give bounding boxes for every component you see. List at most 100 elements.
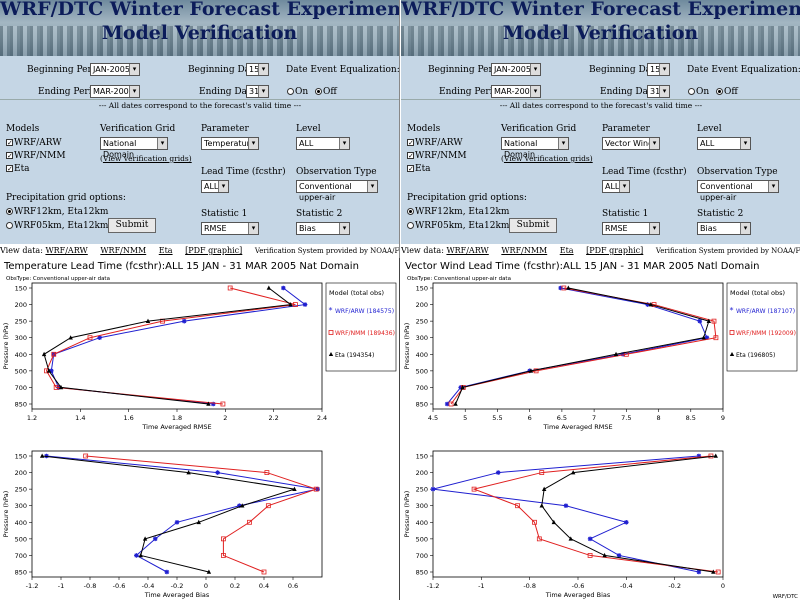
ending-day-select[interactable]: 31 ▾ [647, 85, 670, 98]
legend-title: Model (total obs) [730, 289, 785, 297]
view-data-link-eta[interactable]: Eta [559, 246, 574, 255]
view-data-bar: View data: WRF/ARW WRF/NMM Eta [PDF grap… [401, 244, 800, 258]
beginning-period-select[interactable]: JAN-2005 ▾ [491, 63, 541, 76]
x-tick-label: -0.6 [572, 582, 585, 590]
x-tick-label: 0 [204, 582, 208, 590]
lead-time-select[interactable]: ALL ▾ [602, 180, 630, 193]
view-data-link-wrf-nmm[interactable]: WRF/NMM [501, 246, 548, 255]
model-checkbox-wrf-arw[interactable]: ✓WRF/ARW [407, 138, 463, 148]
x-tick-label: 0.6 [288, 582, 298, 590]
stat1-select[interactable]: RMSE ▾ [201, 222, 259, 235]
precip-option-2-radio[interactable]: WRF05km, Eta12km [407, 221, 509, 231]
data-point [53, 385, 59, 390]
level-label: Level [697, 124, 722, 134]
data-point [532, 519, 537, 525]
y-tick-label: 300 [15, 334, 27, 342]
data-point [145, 318, 151, 323]
data-point [460, 385, 466, 390]
data-point [237, 503, 242, 509]
data-point [181, 318, 187, 324]
data-point [51, 351, 57, 357]
chevron-down-icon: ▾ [649, 223, 659, 234]
view-data-link-pdf[interactable]: [PDF graphic] [586, 246, 644, 255]
x-axis-label: Time Averaged RMSE [141, 423, 211, 431]
obs-type-select[interactable]: Conventional upper-air ▾ [296, 180, 378, 202]
precip-option-1-radio[interactable]: WRF12km, Eta12km [6, 207, 108, 217]
stat1-select[interactable]: RMSE ▾ [602, 222, 660, 235]
view-grids-link[interactable]: (View verification grids) [501, 154, 593, 163]
beginning-day-select[interactable]: 15 ▾ [647, 63, 670, 76]
model-checkbox-wrf-nmm[interactable]: ✓WRF/NMM [6, 151, 66, 161]
chevron-down-icon: ▾ [339, 223, 349, 234]
chevron-down-icon: ▾ [157, 138, 167, 149]
precip-option-1-radio[interactable]: WRF12km, Eta12km [407, 207, 509, 217]
y-tick-label: 850 [15, 401, 27, 409]
beginning-day-select[interactable]: 15 ▾ [246, 63, 269, 76]
beginning-day-label: Beginning Day: [589, 65, 660, 75]
data-point [302, 302, 308, 307]
x-tick-label: -1 [478, 582, 484, 590]
data-point [587, 536, 593, 542]
data-point [701, 335, 706, 340]
stat2-select[interactable]: Bias ▾ [296, 222, 350, 235]
parameter-select[interactable]: Vector Wind ▾ [602, 137, 660, 150]
date-eq-on-radio[interactable]: On [287, 87, 308, 97]
x-axis-label: Time Averaged RMSE [542, 423, 612, 431]
model-checkbox-eta[interactable]: ✓Eta [407, 164, 431, 174]
data-point [613, 351, 619, 357]
date-eq-off-radio[interactable]: Off [716, 87, 738, 97]
data-point [648, 302, 654, 307]
model-checkbox-wrf-nmm[interactable]: ✓WRF/NMM [407, 151, 467, 161]
data-point [68, 335, 73, 340]
model-checkbox-wrf-arw[interactable]: ✓WRF/ARW [6, 138, 62, 148]
verif-grid-select[interactable]: National Domain ▾ [501, 137, 569, 159]
data-point [448, 401, 454, 407]
obs-type-select[interactable]: Conventional upper-air ▾ [697, 180, 779, 202]
data-point [215, 470, 220, 475]
view-data-link-wrf-nmm[interactable]: WRF/NMM [100, 246, 147, 255]
view-grids-link[interactable]: (View verification grids) [100, 154, 192, 163]
ending-day-select[interactable]: 31 ▾ [246, 85, 269, 98]
precip-option-2-radio[interactable]: WRF05km, Eta12km [6, 221, 108, 231]
data-point [134, 553, 139, 558]
data-point [566, 285, 571, 290]
plot-frame [432, 282, 724, 410]
data-point [453, 401, 458, 406]
x-tick-label: 0.4 [259, 582, 269, 590]
data-point [539, 503, 544, 508]
data-point [541, 486, 547, 491]
level-label: Level [296, 124, 321, 134]
model-checkbox-eta[interactable]: ✓Eta [6, 164, 30, 174]
ending-period-select[interactable]: MAR-2005 ▾ [491, 85, 541, 98]
chart-subtitle: ObsType: Conventional upper-air data [407, 276, 511, 282]
view-data-link-pdf[interactable]: [PDF graphic] [185, 246, 243, 255]
y-tick-label: 200 [416, 469, 428, 477]
view-data-link-wrf-arw[interactable]: WRF/ARW [45, 246, 88, 255]
submit-button[interactable]: Submit [509, 218, 557, 233]
level-select[interactable]: ALL ▾ [296, 137, 350, 150]
plot-frame [31, 450, 323, 578]
legend-marker: * [329, 306, 333, 315]
ending-period-select[interactable]: MAR-2005 ▾ [90, 85, 140, 98]
verif-grid-select[interactable]: National Domain ▾ [100, 137, 168, 159]
models-label: Models [6, 124, 40, 134]
y-tick-label: 150 [15, 285, 27, 293]
view-data-bar: View data: WRF/ARW WRF/NMM Eta [PDF grap… [0, 244, 399, 258]
data-point [539, 470, 545, 475]
lead-time-select[interactable]: ALL ▾ [201, 180, 229, 193]
level-select[interactable]: ALL ▾ [697, 137, 751, 150]
date-eq-on-radio[interactable]: On [688, 87, 709, 97]
legend-marker [729, 330, 735, 335]
data-point [220, 553, 226, 558]
lead-time-label: Lead Time (fcsthr) [201, 167, 286, 177]
parameter-select[interactable]: Temperature ▾ [201, 137, 259, 150]
view-data-link-eta[interactable]: Eta [158, 246, 173, 255]
submit-button[interactable]: Submit [108, 218, 156, 233]
date-eq-off-radio[interactable]: Off [315, 87, 337, 97]
view-data-link-wrf-arw[interactable]: WRF/ARW [446, 246, 489, 255]
data-point [220, 536, 226, 542]
data-point [715, 569, 721, 575]
parameter-label: Parameter [201, 124, 249, 134]
stat2-select[interactable]: Bias ▾ [697, 222, 751, 235]
beginning-period-select[interactable]: JAN-2005 ▾ [90, 63, 140, 76]
